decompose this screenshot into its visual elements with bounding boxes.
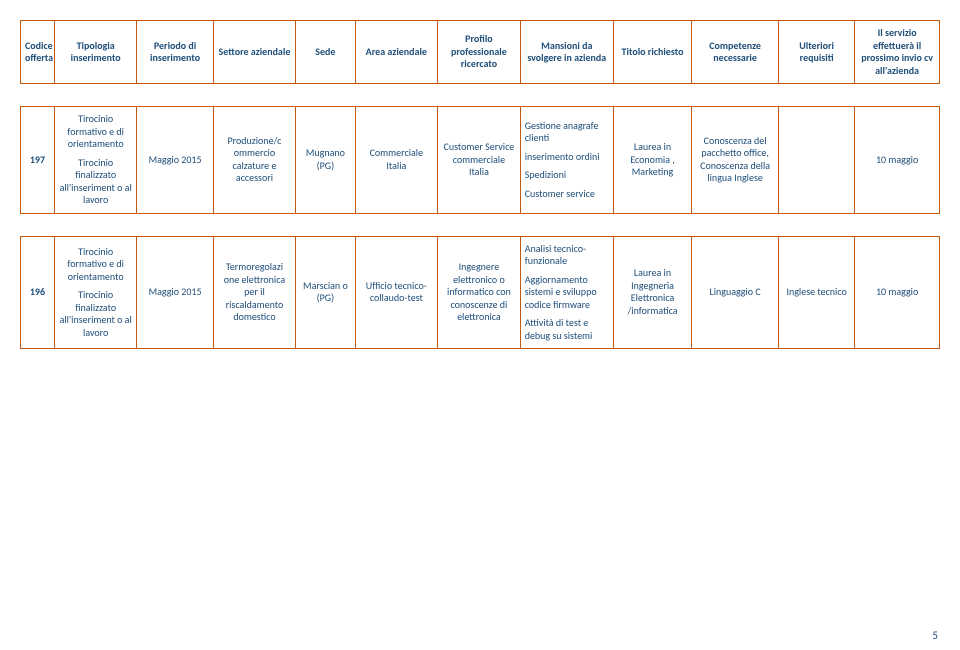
cell-mansioni: Gestione anagrafe clientiinserimento ord… [520, 107, 613, 214]
cell-sede: Mugnano (PG) [296, 107, 355, 214]
cell-ulteriori: Inglese tecnico [779, 236, 855, 349]
cell-periodo: Maggio 2015 [137, 236, 213, 349]
header-codice: Codice offerta [21, 21, 55, 84]
header-table: Codice offerta Tipologia inserimento Per… [20, 20, 940, 84]
row-196-table: 196 Tirocinio formativo e di orientament… [20, 236, 940, 350]
header-titolo: Titolo richiesto [613, 21, 691, 84]
page-number: 5 [932, 629, 938, 642]
cell-competenze: Conoscenza del pacchetto office, Conosce… [692, 107, 779, 214]
header-settore: Settore aziendale [213, 21, 296, 84]
cell-settore: Termoregolazi one elettronica per il ris… [213, 236, 296, 349]
header-sede: Sede [296, 21, 355, 84]
cell-area: Ufficio tecnico-collaudo-test [355, 236, 438, 349]
cell-servizio: 10 maggio [855, 107, 940, 214]
table-row: 196 Tirocinio formativo e di orientament… [21, 236, 940, 349]
cell-settore: Produzione/c ommercio calzature e access… [213, 107, 296, 214]
cell-profilo: Customer Service commerciale Italia [438, 107, 521, 214]
row-197-table: 197 Tirocinio formativo e di orientament… [20, 106, 940, 214]
cell-id: 196 [21, 236, 55, 349]
header-tipologia: Tipologia inserimento [54, 21, 137, 84]
header-mansioni: Mansioni da svolgere in azienda [520, 21, 613, 84]
cell-profilo: Ingegnere elettronico o informatico con … [438, 236, 521, 349]
header-ulteriori: Ulteriori requisiti [779, 21, 855, 84]
cell-titolo: Laurea in Economia , Marketing [613, 107, 691, 214]
header-profilo: Profilo professionale ricercato [438, 21, 521, 84]
table-row: 197 Tirocinio formativo e di orientament… [21, 107, 940, 214]
cell-sede: Marscian o (PG) [296, 236, 355, 349]
cell-area: Commerciale Italia [355, 107, 438, 214]
header-periodo: Periodo di inserimento [137, 21, 213, 84]
header-row: Codice offerta Tipologia inserimento Per… [21, 21, 940, 84]
cell-id: 197 [21, 107, 55, 214]
cell-periodo: Maggio 2015 [137, 107, 213, 214]
cell-competenze: Linguaggio C [692, 236, 779, 349]
cell-tipologia: Tirocinio formativo e di orientamentoTir… [54, 236, 137, 349]
cell-servizio: 10 maggio [855, 236, 940, 349]
header-competenze: Competenze necessarie [692, 21, 779, 84]
cell-mansioni: Analisi tecnico-funzionaleAggiornamento … [520, 236, 613, 349]
cell-titolo: Laurea in Ingegneria Elettronica /inform… [613, 236, 691, 349]
cell-ulteriori [779, 107, 855, 214]
header-area: Area aziendale [355, 21, 438, 84]
cell-tipologia: Tirocinio formativo e di orientamentoTir… [54, 107, 137, 214]
header-servizio: Il servizio effettuerà il prossimo invio… [855, 21, 940, 84]
